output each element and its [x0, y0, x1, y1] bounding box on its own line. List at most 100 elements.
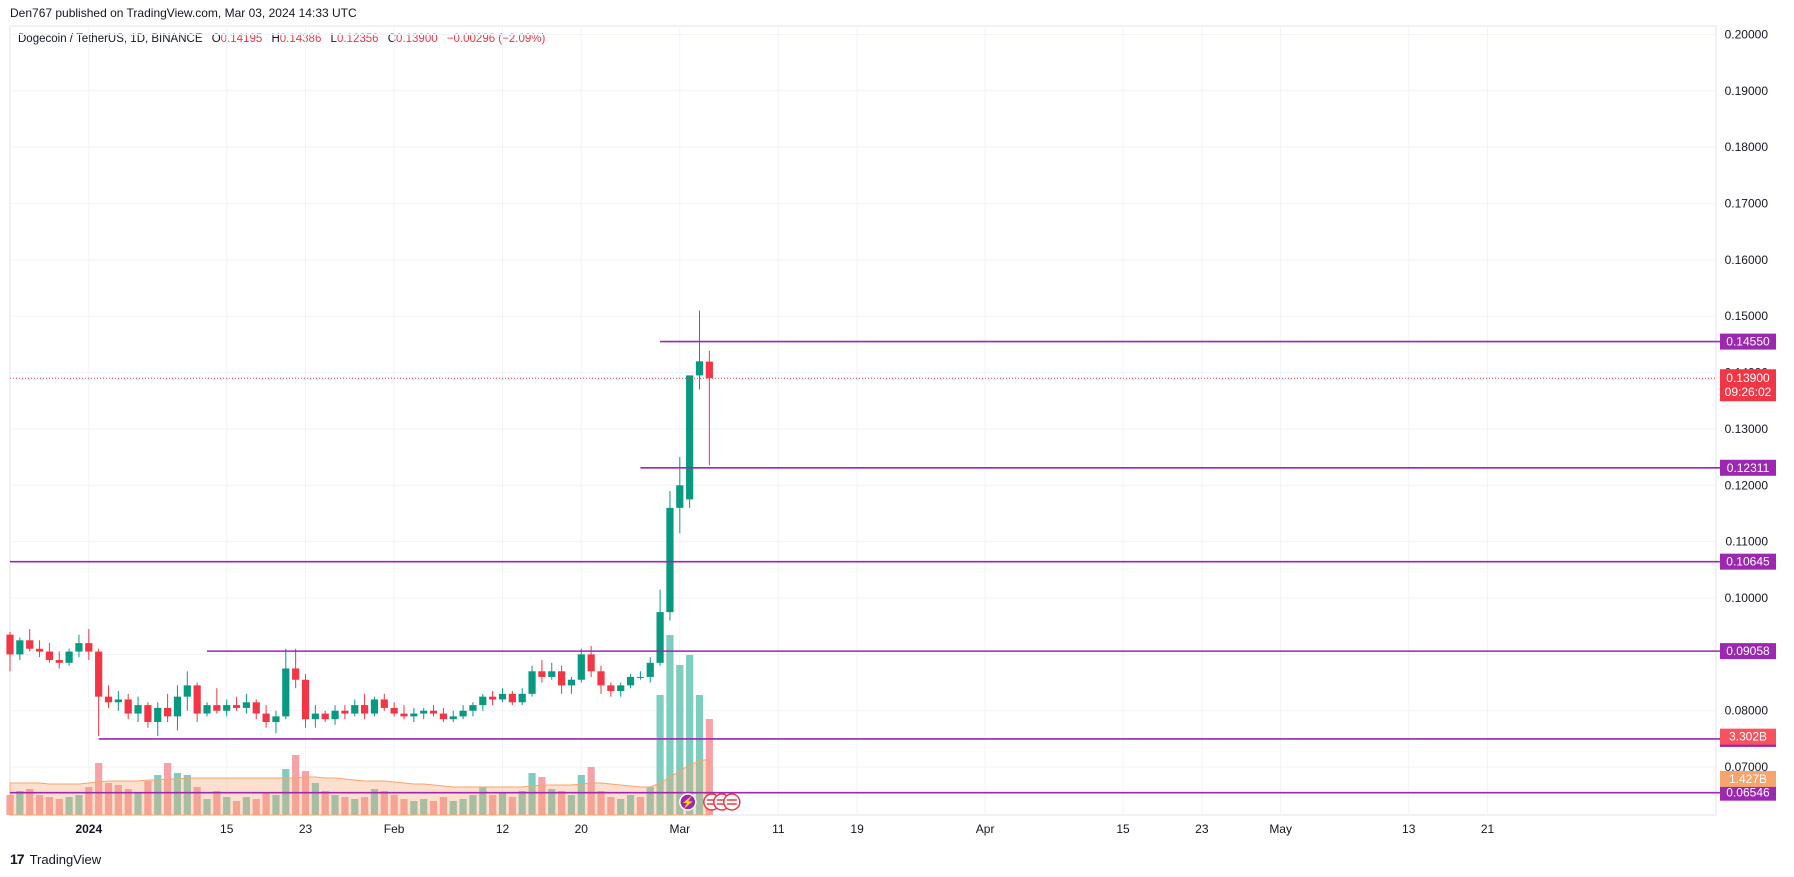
volume-bar — [242, 797, 250, 815]
candle — [183, 685, 191, 697]
candle — [134, 705, 142, 714]
candle — [548, 671, 556, 677]
candle — [331, 710, 339, 720]
volume-bar — [508, 797, 516, 815]
volume-bar — [636, 797, 644, 815]
candle — [469, 705, 477, 711]
last-price-label-bg — [1720, 369, 1776, 402]
candle — [400, 713, 408, 717]
high-label: H — [271, 33, 280, 45]
level-label-bg — [1720, 643, 1776, 660]
volume-bar — [85, 787, 93, 815]
last-price-label: 0.13900 — [1726, 371, 1770, 385]
x-tick-label: 13 — [1402, 822, 1416, 836]
plot-frame — [9, 25, 1717, 816]
chart-legend: Dogecoin / TetherUS, 1D, BINANCE O0.1419… — [18, 33, 545, 45]
volume-bar — [331, 795, 339, 815]
low-value: 0.12356 — [336, 33, 379, 45]
volume-bar — [183, 775, 191, 815]
x-tick-label: 23 — [299, 822, 313, 836]
candle — [242, 702, 250, 708]
candle — [538, 671, 546, 677]
candle — [686, 375, 694, 500]
y-tick-label: 0.10000 — [1725, 591, 1769, 605]
open-label: O — [211, 33, 221, 45]
candle — [380, 699, 388, 708]
x-tick-label: 11 — [772, 822, 785, 836]
level-label: 0.09058 — [1726, 644, 1770, 658]
volume-bar — [351, 799, 359, 815]
volume-axis-label: 3.302B — [1729, 730, 1767, 744]
y-tick-label: 0.19000 — [1725, 84, 1769, 98]
level-label-bg — [1720, 553, 1776, 570]
volume-bar — [469, 795, 477, 815]
volume-bar — [489, 795, 497, 815]
volume-bar — [45, 797, 53, 815]
x-tick-label: 20 — [575, 822, 589, 836]
volume-bar — [479, 787, 487, 815]
publish-info: Den767 published on TradingView.com, Mar… — [10, 6, 357, 20]
candle — [301, 679, 310, 720]
volume-bar — [617, 799, 625, 815]
candle — [45, 651, 53, 661]
candle — [498, 693, 507, 700]
x-tick-label: 21 — [1481, 822, 1495, 836]
candle — [114, 699, 122, 703]
candle — [154, 707, 162, 723]
volume-bar — [193, 787, 201, 815]
volume-bar — [538, 777, 546, 815]
candle — [636, 676, 644, 678]
volume-bar — [646, 787, 654, 815]
volume-bar — [262, 793, 270, 815]
volume-bar — [65, 797, 73, 815]
candle — [567, 679, 576, 686]
candle — [65, 651, 73, 663]
footer-brand: 17 TradingView — [10, 851, 101, 867]
volume-bar — [686, 655, 694, 815]
candle — [361, 705, 369, 714]
candle — [232, 705, 241, 708]
volume-bar — [459, 799, 467, 815]
volume-bar — [321, 791, 329, 815]
volume-bar — [16, 791, 24, 815]
volume-bar — [577, 775, 585, 815]
symbol-title[interactable]: Dogecoin / TetherUS, 1D, BINANCE — [18, 33, 203, 45]
volume-bar — [203, 799, 211, 815]
x-tick-label: May — [1269, 822, 1292, 836]
volume-bar — [558, 791, 566, 815]
volume-bar — [35, 795, 44, 815]
volume-bar — [223, 797, 231, 815]
volume-bar — [154, 775, 162, 815]
candle — [617, 685, 625, 692]
level-label: 0.10645 — [1726, 555, 1770, 569]
candle — [695, 361, 704, 376]
x-tick-label: 2024 — [75, 822, 102, 836]
volume-bar — [548, 789, 556, 815]
tradingview-logo-icon: 17 — [10, 851, 25, 867]
candle — [223, 705, 231, 711]
volume-bar — [26, 789, 34, 815]
candle — [390, 707, 398, 714]
volume-bar — [390, 795, 398, 815]
candle — [213, 705, 221, 711]
level-label-bg — [1720, 784, 1776, 801]
volume-bar — [252, 799, 260, 815]
candle — [705, 361, 713, 379]
level-label: 0.12311 — [1727, 461, 1770, 475]
candle — [85, 643, 93, 652]
close-value: 0.13900 — [396, 33, 438, 45]
candle — [351, 705, 359, 714]
candle — [104, 696, 113, 703]
volume-bar — [410, 801, 418, 815]
volume-bar — [232, 801, 241, 815]
volume-bar — [656, 695, 664, 815]
volume-bar — [95, 763, 103, 815]
volume-bar — [439, 797, 447, 815]
volume-bar — [676, 665, 684, 815]
lightning-icon — [679, 793, 697, 811]
volume-bar — [55, 799, 63, 815]
candle — [272, 716, 280, 723]
candle — [439, 713, 447, 720]
candle — [479, 696, 487, 706]
